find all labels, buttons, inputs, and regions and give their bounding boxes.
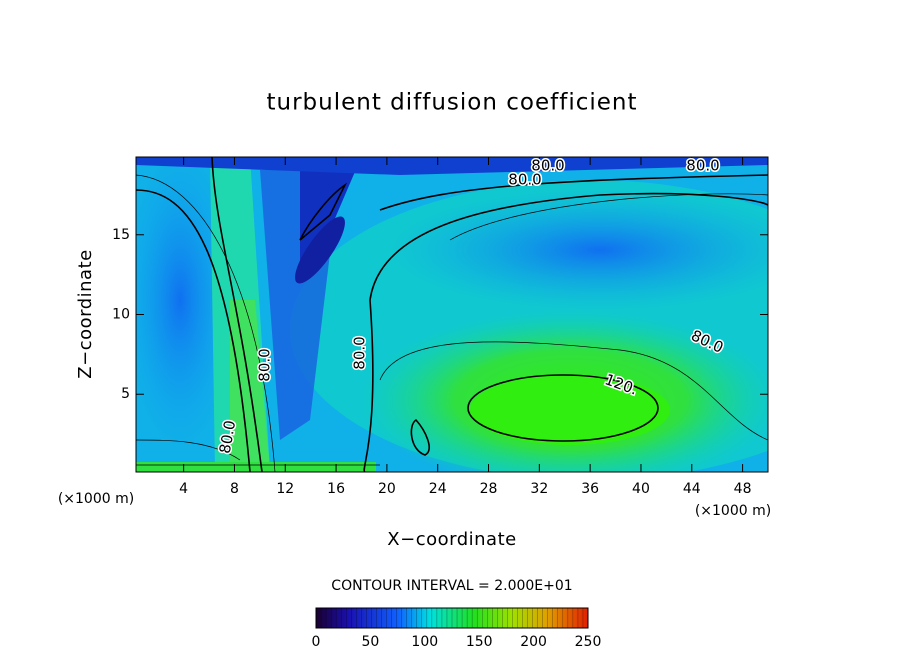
colorbar-tick-label: 50 [361,634,379,650]
x-axis-label: X−coordinate [387,529,516,550]
x-tick-label: 4 [179,481,188,497]
y-tick-label: 15 [112,227,130,243]
x-unit: (×1000 m) [58,491,134,507]
contour-label: 80.0 [686,157,719,175]
x-tick-label: 20 [378,481,396,497]
x-tick-label: 32 [530,481,548,497]
y-tick-label: 5 [121,386,130,402]
field [136,157,768,472]
contour-interval: CONTOUR INTERVAL = 2.000E+01 [331,578,572,594]
x-tick-label: 16 [327,481,345,497]
contour-label: 80.0 [508,171,541,189]
x-tick-label: 40 [632,481,650,497]
chart-title: turbulent diffusion coefficient [266,90,637,116]
contour-label: 80.0 [351,336,369,369]
colorbar-tick-label: 0 [312,634,321,650]
contour-label: 80.0 [256,348,274,381]
y-tick-label: 10 [112,307,130,323]
x-tick-label: 8 [230,481,239,497]
x-unit: (×1000 m) [695,503,771,519]
x-tick-label: 48 [734,481,752,497]
x-tick-label: 24 [429,481,447,497]
contour-label: 80.0 [531,157,564,175]
x-tick-label: 36 [581,481,599,497]
colorbar-tick-label: 250 [575,634,602,650]
x-tick-label: 12 [276,481,294,497]
colorbar-tick-label: 100 [411,634,438,650]
x-tick-label: 44 [683,481,701,497]
x-tick-label: 28 [480,481,498,497]
y-axis-label: Z−coordinate [75,249,96,378]
colorbar-tick-label: 200 [520,634,547,650]
colorbar-tick-label: 150 [466,634,493,650]
